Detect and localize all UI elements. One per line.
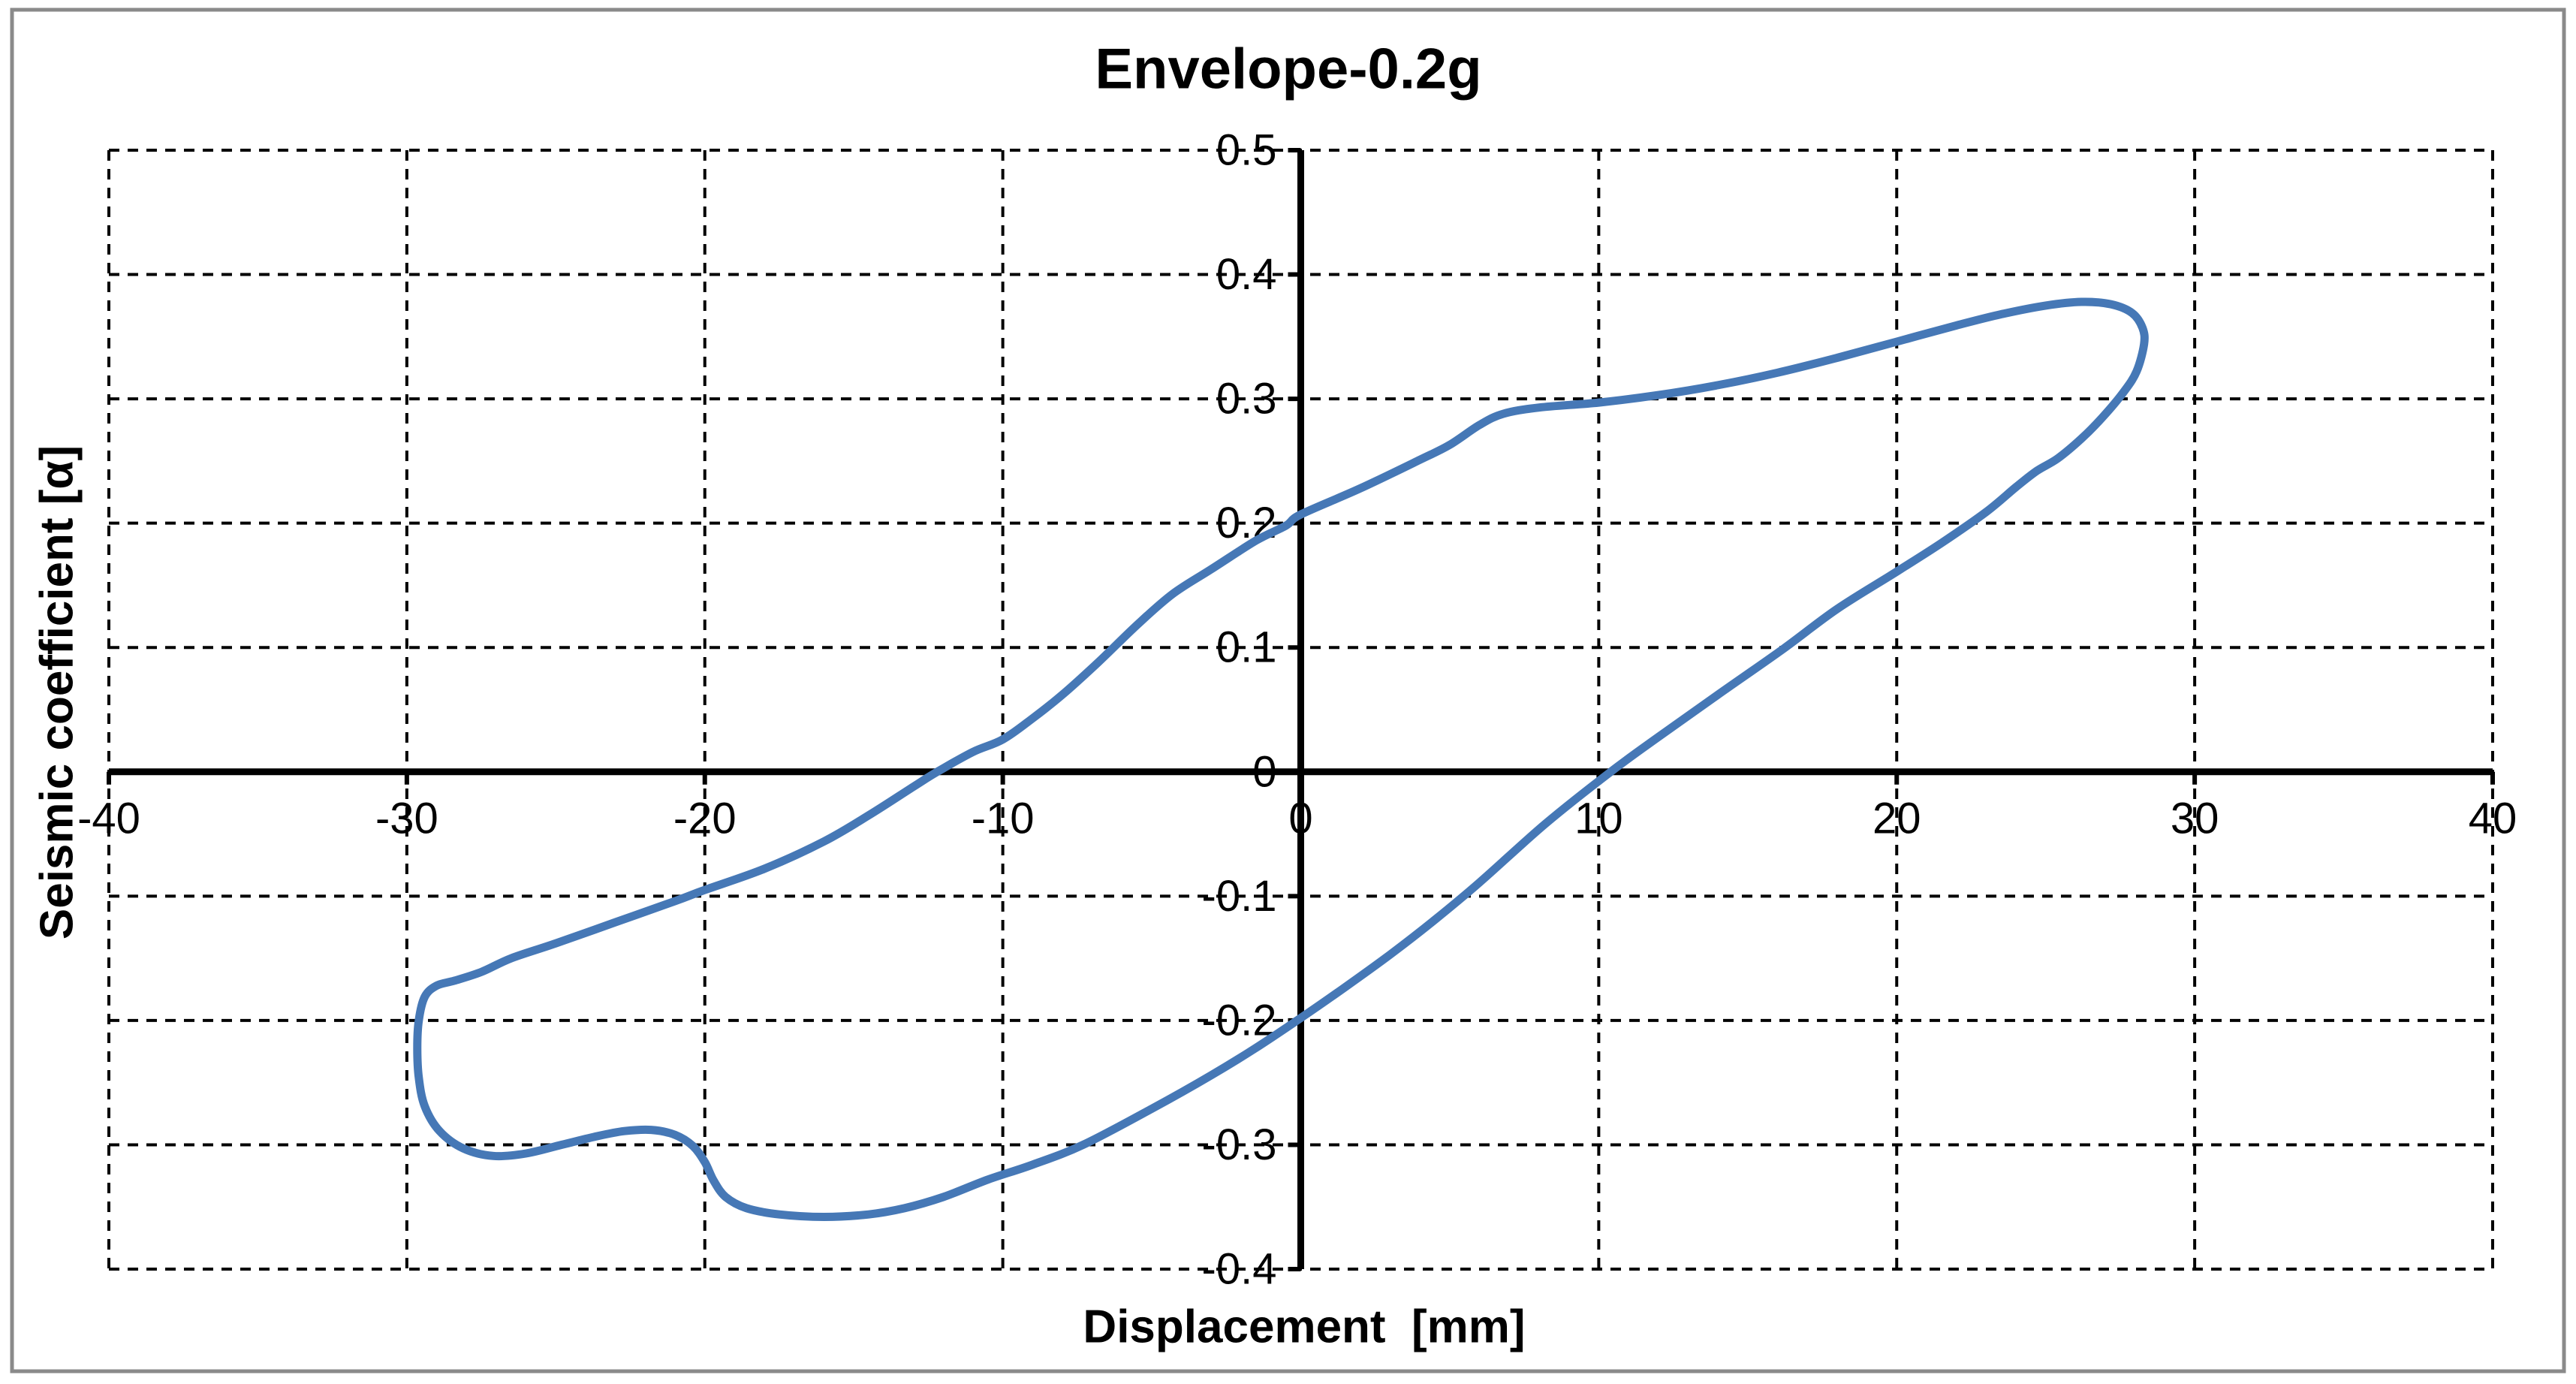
axis-ticks xyxy=(107,148,2495,1271)
chart-frame-border xyxy=(10,8,2566,1373)
y-tick-label--0.2: -0.2 xyxy=(1202,996,1277,1045)
x-tick-label-40: 40 xyxy=(2469,794,2517,843)
y-tick-label--0.4: -0.4 xyxy=(1202,1245,1277,1294)
y-tick-label--0.3: -0.3 xyxy=(1202,1120,1277,1169)
y-tick-label-0.5: 0.5 xyxy=(1216,126,1277,175)
y-tick-label-0.4: 0.4 xyxy=(1216,250,1277,299)
y-tick-label-0.3: 0.3 xyxy=(1216,375,1277,424)
x-tick-label-0: 0 xyxy=(1288,794,1312,843)
y-tick-label--0.1: -0.1 xyxy=(1202,872,1277,921)
chart-title: Envelope-0.2g xyxy=(1095,38,1481,101)
x-tick-label-30: 30 xyxy=(2171,794,2219,843)
y-tick-label-0: 0 xyxy=(1252,747,1276,796)
axis-tick-labels: -40 -30 -20 -10 0 10 20 30 400.50.40.30.20.10-0.… xyxy=(77,126,2517,1294)
y-tick-label-0.2: 0.2 xyxy=(1216,499,1277,547)
y-tick-label-0.1: 0.1 xyxy=(1216,623,1277,672)
x-tick-label-20: 20 xyxy=(1872,794,1921,843)
y-axis-title: Seismic coefficient [α] xyxy=(32,445,83,939)
x-tick-label--20: -20 xyxy=(673,794,737,843)
x-tick-label-10: 10 xyxy=(1574,794,1623,843)
x-axis-title: Displacement [mm] xyxy=(1083,1301,1525,1353)
x-tick-label--30: -30 xyxy=(375,794,438,843)
envelope-curve xyxy=(413,297,2149,1221)
x-tick-label--10: -10 xyxy=(972,794,1035,843)
x-tick-label--40: -40 xyxy=(77,794,140,843)
